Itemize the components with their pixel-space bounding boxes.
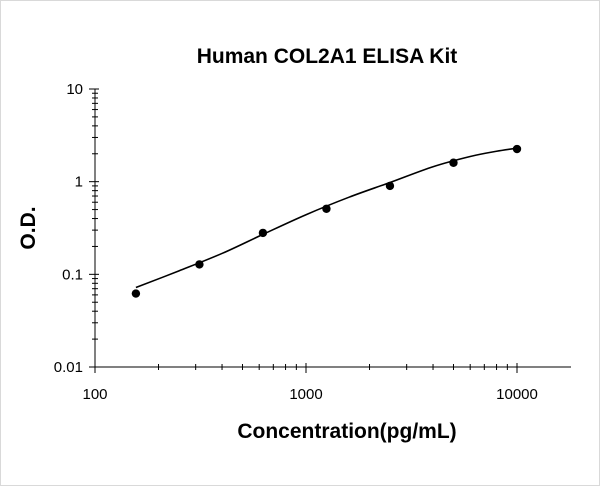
x-tick-label: 100	[82, 386, 107, 403]
data-point	[195, 260, 204, 269]
y-tick-label: 1	[75, 174, 83, 191]
fit-curve-layer	[135, 147, 518, 289]
axes: 10 1 0.1 0.01 100 1000 10000	[54, 81, 571, 403]
data-point	[512, 144, 522, 154]
y-tick-label: 10	[66, 81, 83, 98]
y-tick-label: 0.1	[62, 266, 83, 283]
data-point	[385, 181, 395, 191]
y-tick-label: 0.01	[54, 359, 83, 376]
data-point	[322, 204, 331, 213]
data-points-layer	[131, 144, 522, 298]
y-axis-title: O.D.	[17, 206, 40, 249]
data-point	[131, 289, 141, 298]
x-tick-label: 1000	[289, 386, 322, 403]
x-tick-label: 10000	[496, 386, 538, 403]
data-point	[449, 158, 458, 167]
x-axis-title: Concentration(pg/mL)	[237, 420, 456, 443]
data-point	[258, 228, 268, 238]
fit-curve-line	[135, 147, 518, 289]
chart-title: Human COL2A1 ELISA Kit	[197, 45, 458, 68]
